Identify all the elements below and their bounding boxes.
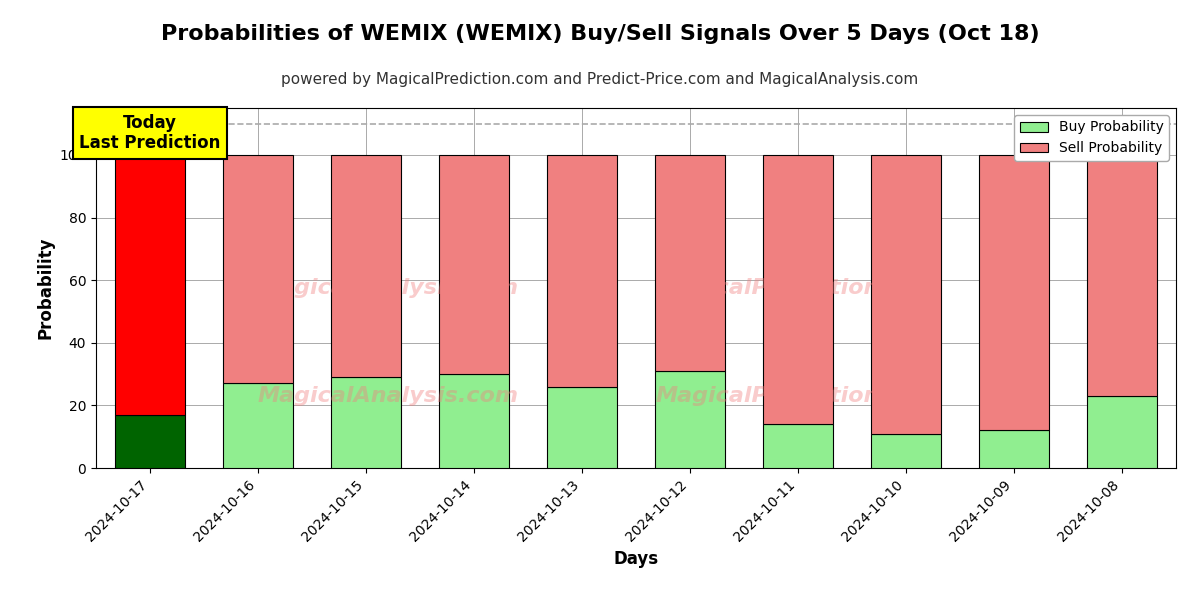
Bar — [1087, 155, 1157, 396]
Bar — [115, 155, 185, 415]
Text: Today
Last Prediction: Today Last Prediction — [79, 113, 221, 152]
Bar — [115, 415, 185, 468]
Y-axis label: Probability: Probability — [36, 237, 54, 339]
X-axis label: Days: Days — [613, 550, 659, 568]
Bar — [979, 155, 1049, 430]
Text: MagicalPrediction.com: MagicalPrediction.com — [655, 386, 941, 406]
Text: MagicalAnalysis.com: MagicalAnalysis.com — [257, 278, 518, 298]
Text: powered by MagicalPrediction.com and Predict-Price.com and MagicalAnalysis.com: powered by MagicalPrediction.com and Pre… — [281, 72, 919, 87]
Legend: Buy Probability, Sell Probability: Buy Probability, Sell Probability — [1014, 115, 1169, 161]
Bar — [979, 430, 1049, 468]
Bar — [439, 155, 509, 374]
Bar — [223, 155, 293, 383]
Bar — [331, 377, 401, 468]
Bar — [763, 155, 833, 424]
Bar — [1087, 396, 1157, 468]
Text: Probabilities of WEMIX (WEMIX) Buy/Sell Signals Over 5 Days (Oct 18): Probabilities of WEMIX (WEMIX) Buy/Sell … — [161, 24, 1039, 44]
Bar — [763, 424, 833, 468]
Bar — [655, 155, 725, 371]
Text: MagicalAnalysis.com: MagicalAnalysis.com — [257, 386, 518, 406]
Bar — [871, 155, 941, 434]
Bar — [331, 155, 401, 377]
Bar — [547, 386, 617, 468]
Bar — [655, 371, 725, 468]
Bar — [871, 434, 941, 468]
Bar — [439, 374, 509, 468]
Text: MagicalPrediction.com: MagicalPrediction.com — [655, 278, 941, 298]
Bar — [223, 383, 293, 468]
Bar — [547, 155, 617, 386]
